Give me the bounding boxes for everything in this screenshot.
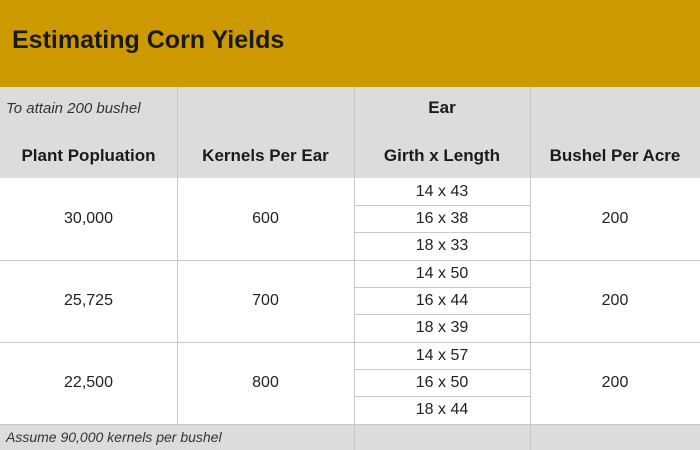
row3-kernels: 800	[252, 374, 279, 391]
row3-size1: 14 x 57	[415, 346, 469, 364]
header-kernels	[177, 87, 354, 178]
row1-population: 30,000	[64, 210, 113, 227]
divider	[0, 260, 700, 261]
row1-size2: 16 x 38	[415, 209, 469, 227]
divider	[0, 424, 700, 425]
header-bushels	[530, 87, 700, 178]
row2-population: 25,725	[64, 292, 113, 309]
header-note: To attain 200 bushel	[6, 99, 141, 117]
footer-note: Assume 90,000 kernels per bushel	[6, 429, 222, 445]
page-title: Estimating Corn Yields	[12, 26, 285, 54]
header-kernels-label: Kernels Per Ear	[202, 146, 329, 165]
row3-population: 22,500	[64, 374, 113, 391]
row3-size3: 18 x 44	[415, 401, 469, 418]
divider	[354, 87, 355, 450]
divider	[0, 342, 700, 343]
row3-size2: 16 x 50	[415, 373, 469, 391]
header-ear	[354, 87, 530, 178]
row1-size3: 18 x 33	[415, 237, 469, 254]
yield-table: To attain 200 bushel Plant Popluation Ke…	[0, 87, 700, 450]
divider	[354, 369, 530, 370]
divider	[354, 396, 530, 397]
divider	[530, 87, 531, 450]
header-ear-label: Ear	[428, 98, 456, 117]
row2-size3: 18 x 39	[415, 319, 469, 336]
header-plant-population	[0, 87, 177, 178]
header-bushels-label: Bushel Per Acre	[549, 146, 681, 165]
header-plant-population-label: Plant Popluation	[21, 146, 156, 165]
divider	[354, 205, 530, 206]
row2-size1: 14 x 50	[415, 264, 469, 282]
row2-bushels: 200	[601, 292, 629, 309]
divider	[354, 232, 530, 233]
row3-bushels: 200	[601, 374, 629, 391]
footer-bar	[0, 424, 700, 450]
divider	[354, 314, 530, 315]
row1-bushels: 200	[601, 210, 629, 227]
row2-kernels: 700	[252, 292, 279, 309]
row1-size1: 14 x 43	[415, 182, 469, 200]
header-girth-length-label: Girth x Length	[383, 146, 501, 165]
divider	[354, 287, 530, 288]
title-banner: Estimating Corn Yields	[0, 0, 700, 87]
divider	[177, 87, 178, 424]
row2-size2: 16 x 44	[415, 291, 469, 309]
row1-kernels: 600	[252, 210, 279, 227]
